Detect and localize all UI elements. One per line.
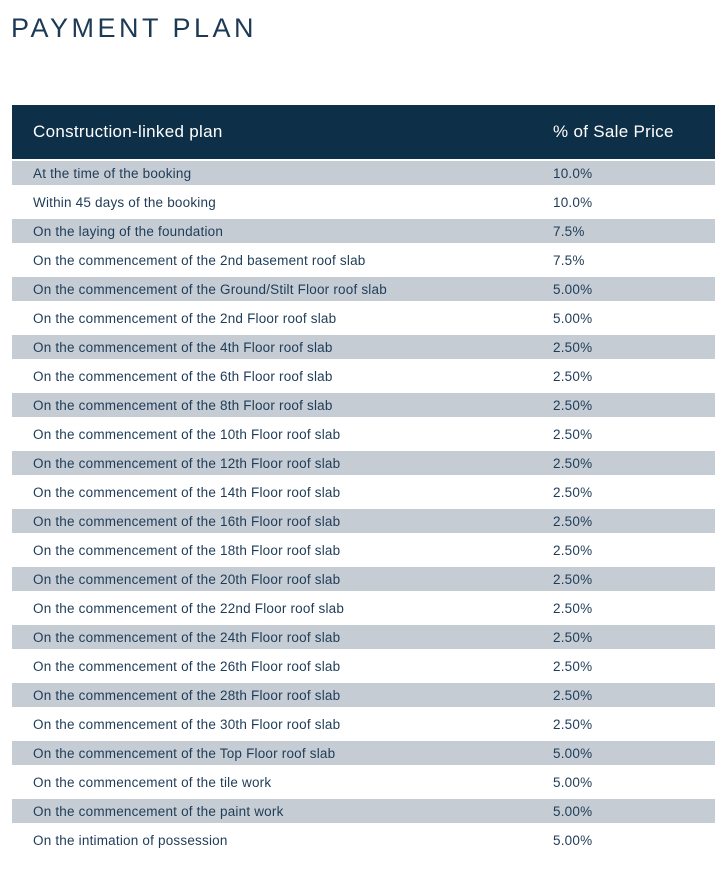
table-row: On the commencement of the 24th Floor ro… [12, 623, 715, 652]
table-row: On the commencement of the 20th Floor ro… [12, 565, 715, 594]
table-row: On the commencement of the Top Floor roo… [12, 739, 715, 768]
milestone-cell: At the time of the booking [33, 165, 192, 181]
table-row: On the commencement of the 8th Floor roo… [12, 391, 715, 420]
percent-cell: 10.0% [553, 165, 593, 181]
table-row: Within 45 days of the booking 10.0% [12, 188, 715, 217]
milestone-cell: On the commencement of the tile work [33, 775, 272, 790]
column-header-plan: Construction-linked plan [33, 122, 223, 141]
percent-cell: 2.50% [553, 339, 593, 355]
percent-cell: 2.50% [553, 427, 593, 442]
milestone-cell: On the commencement of the 4th Floor roo… [33, 339, 333, 355]
percent-cell: 2.50% [553, 717, 593, 732]
table-row: On the commencement of the 26th Floor ro… [12, 652, 715, 681]
table-row: On the commencement of the 12th Floor ro… [12, 449, 715, 478]
percent-cell: 2.50% [553, 601, 593, 616]
table-row: On the commencement of the 18th Floor ro… [12, 536, 715, 565]
percent-cell: 2.50% [553, 571, 593, 587]
milestone-cell: On the commencement of the 2nd Floor roo… [33, 311, 337, 326]
table-row: On the commencement of the 16th Floor ro… [12, 507, 715, 536]
table-row: On the commencement of the 30th Floor ro… [12, 710, 715, 739]
percent-cell: 7.5% [553, 253, 585, 268]
milestone-cell: On the commencement of the 2nd basement … [33, 253, 366, 268]
table-row: On the intimation of possession 5.00% [12, 826, 715, 855]
milestone-cell: On the commencement of the Top Floor roo… [33, 745, 336, 761]
table-row: On the commencement of the 2nd Floor roo… [12, 304, 715, 333]
table-row: On the commencement of the 4th Floor roo… [12, 333, 715, 362]
table-header: Construction-linked plan % of Sale Price [12, 105, 715, 159]
percent-cell: 2.50% [553, 485, 593, 500]
table-body: At the time of the booking 10.0% Within 45… [12, 159, 715, 855]
percent-cell: 2.50% [553, 659, 593, 674]
milestone-cell: On the commencement of the 24th Floor ro… [33, 629, 341, 645]
milestone-cell: On the commencement of the Ground/Stilt … [33, 281, 387, 297]
page-title: PAYMENT PLAN [11, 13, 258, 43]
milestone-cell: On the commencement of the 28th Floor ro… [33, 687, 341, 703]
table-row: On the commencement of the 22nd Floor ro… [12, 594, 715, 623]
milestone-cell: On the commencement of the 20th Floor ro… [33, 571, 341, 587]
table-row: On the commencement of the paint work 5.0… [12, 797, 715, 826]
percent-cell: 5.00% [553, 281, 593, 297]
percent-cell: 2.50% [553, 397, 593, 413]
table-row: On the commencement of the tile work 5.00… [12, 768, 715, 797]
table-row: On the commencement of the 28th Floor ro… [12, 681, 715, 710]
milestone-cell: Within 45 days of the booking [33, 195, 216, 210]
milestone-cell: On the intimation of possession [33, 833, 228, 848]
percent-cell: 5.00% [553, 833, 593, 848]
percent-cell: 10.0% [553, 195, 593, 210]
milestone-cell: On the commencement of the 26th Floor ro… [33, 659, 341, 674]
table-row: On the commencement of the 10th Floor ro… [12, 420, 715, 449]
table-row: On the commencement of the Ground/Stilt … [12, 275, 715, 304]
percent-cell: 7.5% [553, 223, 585, 239]
milestone-cell: On the commencement of the 10th Floor ro… [33, 427, 341, 442]
milestone-cell: On the commencement of the paint work [33, 803, 284, 819]
percent-cell: 5.00% [553, 745, 593, 761]
milestone-cell: On the commencement of the 16th Floor ro… [33, 513, 341, 529]
milestone-cell: On the commencement of the 22nd Floor ro… [33, 601, 345, 616]
percent-cell: 2.50% [553, 513, 593, 529]
milestone-cell: On the commencement of the 14th Floor ro… [33, 485, 341, 500]
percent-cell: 2.50% [553, 543, 593, 558]
milestone-cell: On the commencement of the 8th Floor roo… [33, 397, 333, 413]
percent-cell: 2.50% [553, 629, 593, 645]
percent-cell: 5.00% [553, 311, 593, 326]
milestone-cell: On the commencement of the 18th Floor ro… [33, 543, 341, 558]
percent-cell: 5.00% [553, 775, 593, 790]
percent-cell: 5.00% [553, 803, 593, 819]
table-row: On the commencement of the 6th Floor roo… [12, 362, 715, 391]
payment-table: Construction-linked plan % of Sale Price… [12, 105, 715, 855]
table-row: On the laying of the foundation 7.5% [12, 217, 715, 246]
table-row: On the commencement of the 2nd basement … [12, 246, 715, 275]
table-row: At the time of the booking 10.0% [12, 159, 715, 188]
milestone-cell: On the commencement of the 6th Floor roo… [33, 369, 333, 384]
percent-cell: 2.50% [553, 687, 593, 703]
percent-cell: 2.50% [553, 455, 593, 471]
milestone-cell: On the laying of the foundation [33, 223, 224, 239]
milestone-cell: On the commencement of the 30th Floor ro… [33, 717, 341, 732]
table-row: On the commencement of the 14th Floor ro… [12, 478, 715, 507]
milestone-cell: On the commencement of the 12th Floor ro… [33, 455, 341, 471]
percent-cell: 2.50% [553, 369, 593, 384]
column-header-percent: % of Sale Price [553, 122, 674, 141]
